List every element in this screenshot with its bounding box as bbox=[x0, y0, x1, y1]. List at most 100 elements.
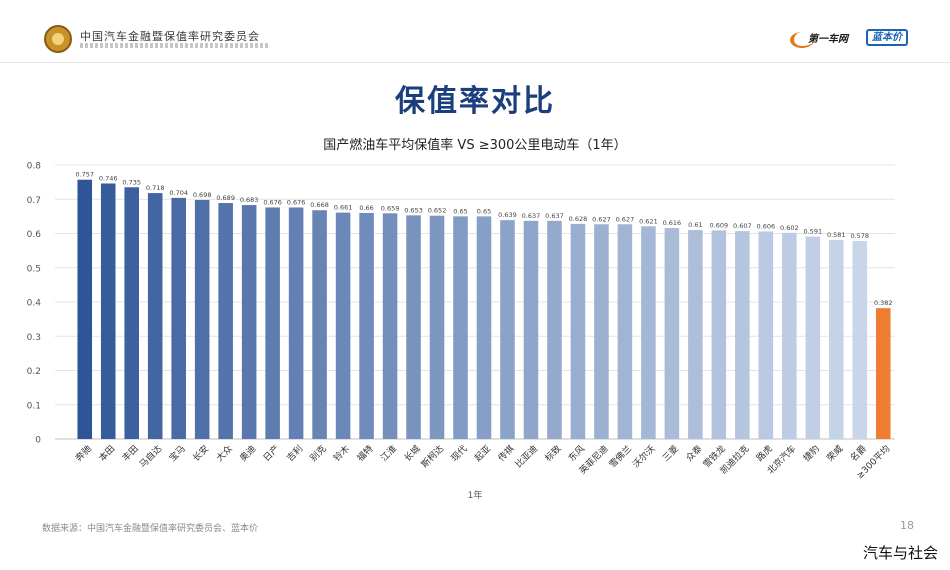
y-tick-label: 0.3 bbox=[27, 333, 41, 343]
category-label: 斯柯达 bbox=[419, 443, 447, 471]
slide-title: 保值率对比 bbox=[395, 84, 555, 119]
category-label: 别克 bbox=[308, 443, 329, 464]
brand-logo-lanbenjia: 蓝本价 bbox=[866, 29, 908, 46]
bar bbox=[429, 215, 445, 439]
y-tick-label: 0.8 bbox=[27, 162, 42, 172]
category-label: 三菱 bbox=[660, 443, 681, 464]
data-label: 0.659 bbox=[381, 204, 400, 212]
org-logo bbox=[44, 25, 72, 53]
category-label: 长城 bbox=[401, 443, 422, 464]
data-label: 0.607 bbox=[733, 222, 752, 230]
bar bbox=[312, 210, 327, 439]
category-label: 标致 bbox=[542, 443, 563, 464]
y-tick-label: 0 bbox=[35, 436, 41, 446]
data-label: 0.382 bbox=[874, 299, 893, 307]
category-label: 比亚迪 bbox=[512, 443, 540, 471]
bar bbox=[594, 224, 609, 439]
bar bbox=[805, 236, 821, 439]
bar bbox=[194, 199, 210, 439]
data-label: 0.66 bbox=[359, 204, 373, 212]
data-label: 0.718 bbox=[146, 184, 165, 192]
data-label: 0.746 bbox=[99, 174, 118, 182]
data-label: 0.628 bbox=[569, 215, 588, 223]
data-label: 0.65 bbox=[453, 207, 467, 215]
header-divider bbox=[0, 62, 950, 63]
bar bbox=[641, 226, 656, 439]
bar bbox=[147, 193, 163, 439]
bar bbox=[547, 220, 562, 439]
data-source: 数据来源：中国汽车金融暨保值率研究委员会、蓝本价 bbox=[42, 524, 259, 534]
y-tick-label: 0.6 bbox=[27, 230, 42, 240]
bar bbox=[852, 241, 868, 439]
data-label: 0.639 bbox=[498, 211, 517, 219]
data-label: 0.637 bbox=[545, 212, 564, 220]
brand1-text: 第一车网 bbox=[808, 34, 848, 45]
page-number: 18 bbox=[900, 519, 914, 532]
data-label: 0.683 bbox=[240, 196, 259, 204]
bar bbox=[500, 220, 515, 439]
bar bbox=[570, 223, 586, 439]
category-label: 现代 bbox=[449, 443, 470, 464]
bar bbox=[265, 207, 280, 439]
org-english-name bbox=[80, 43, 270, 48]
bar bbox=[218, 203, 233, 439]
data-label: 0.652 bbox=[428, 207, 447, 215]
data-label: 0.735 bbox=[122, 178, 141, 186]
data-label: 0.616 bbox=[663, 219, 682, 227]
data-label: 0.591 bbox=[803, 228, 822, 236]
bar bbox=[382, 213, 398, 439]
category-label: 丰田 bbox=[120, 443, 141, 464]
data-label: 0.637 bbox=[522, 212, 541, 220]
bar bbox=[241, 205, 257, 439]
bar bbox=[453, 216, 468, 439]
bar-chart: 0 0.1 0.2 0.3 0.4 0.5 0.6 0.7 0.8 0.757 奔驰 0.746 本田 0… bbox=[27, 162, 895, 501]
watermark: 汽车与社会 bbox=[862, 544, 938, 562]
org-name: 中国汽车金融暨保值率研究委员会 bbox=[80, 30, 260, 43]
bar bbox=[617, 224, 633, 439]
x-axis-label: 1年 bbox=[468, 489, 483, 501]
category-label: 捷豹 bbox=[801, 443, 822, 464]
bar bbox=[406, 215, 421, 439]
bar bbox=[476, 216, 492, 439]
category-label: 大众 bbox=[214, 443, 235, 464]
bar bbox=[288, 207, 304, 439]
data-label: 0.578 bbox=[850, 232, 869, 240]
y-tick-label: 0.7 bbox=[27, 196, 41, 206]
category-label: 传祺 bbox=[495, 443, 516, 464]
data-label: 0.661 bbox=[334, 204, 353, 212]
category-label: 宝马 bbox=[167, 443, 188, 464]
y-tick-label: 0.2 bbox=[27, 367, 41, 377]
category-label: 雪佛兰 bbox=[606, 443, 634, 471]
chart-title: 国产燃油车平均保值率 VS ≥300公里电动车（1年） bbox=[323, 138, 627, 153]
category-label: 奔驰 bbox=[73, 443, 94, 464]
data-label: 0.676 bbox=[263, 198, 282, 206]
data-label: 0.704 bbox=[169, 189, 188, 197]
category-label: 本田 bbox=[96, 443, 117, 464]
category-label: 名爵 bbox=[848, 443, 869, 464]
category-label: 东风 bbox=[566, 443, 587, 464]
bar bbox=[875, 308, 891, 439]
bar bbox=[124, 187, 139, 439]
bar bbox=[77, 179, 93, 440]
bar bbox=[711, 230, 727, 439]
category-label: 长安 bbox=[190, 443, 211, 464]
data-label: 0.653 bbox=[404, 206, 423, 214]
category-label: 路虎 bbox=[754, 443, 775, 464]
data-label: 0.61 bbox=[688, 221, 702, 229]
category-label: 日产 bbox=[260, 443, 281, 464]
category-label: 起亚 bbox=[473, 443, 494, 464]
category-label: 吉利 bbox=[284, 443, 305, 464]
data-label: 0.676 bbox=[287, 198, 306, 206]
data-label: 0.668 bbox=[310, 201, 329, 209]
y-tick-label: 0.5 bbox=[27, 264, 41, 274]
data-label: 0.65 bbox=[477, 207, 491, 215]
swoosh-icon bbox=[790, 32, 814, 48]
category-label: 江淮 bbox=[379, 443, 400, 464]
bar bbox=[782, 232, 797, 439]
data-label: 0.757 bbox=[75, 171, 94, 179]
y-tick-label: 0.1 bbox=[27, 401, 41, 411]
data-label: 0.627 bbox=[592, 215, 611, 223]
y-tick-label: 0.4 bbox=[27, 299, 42, 309]
category-label: 马自达 bbox=[137, 443, 165, 471]
data-label: 0.581 bbox=[827, 231, 846, 239]
